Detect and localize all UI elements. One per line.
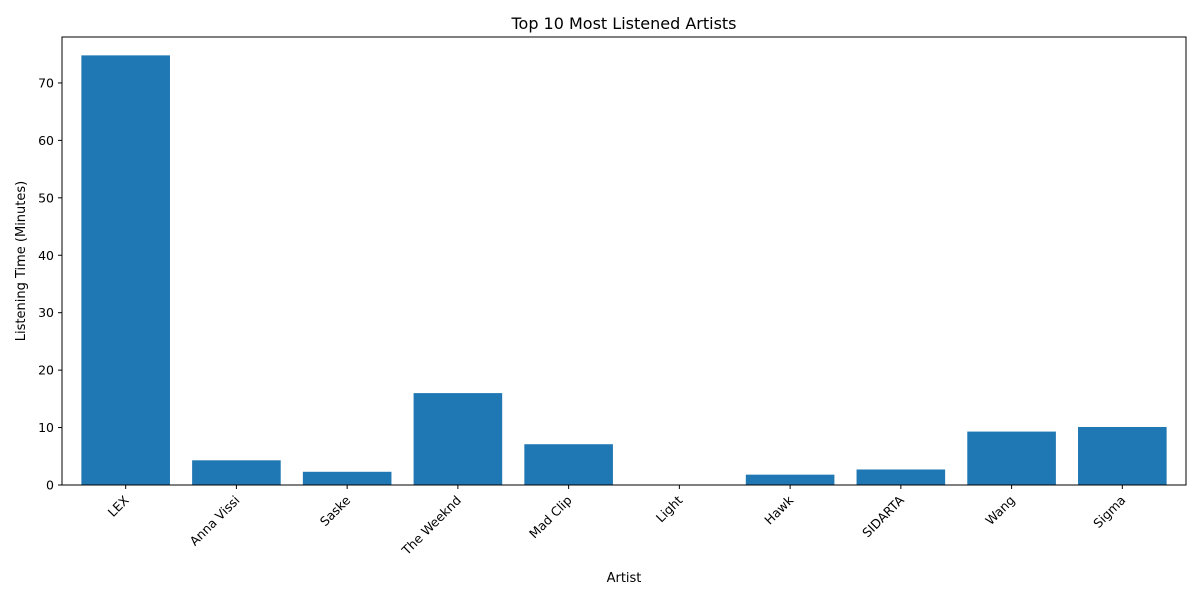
chart-title: Top 10 Most Listened Artists: [510, 14, 736, 33]
y-axis-label: Listening Time (Minutes): [14, 181, 29, 341]
bar-the-weeknd: [413, 393, 503, 485]
x-tick-label: Saske: [317, 492, 354, 529]
x-tick-label: The Weeknd: [398, 493, 464, 559]
y-axis: 0 10 20 30 40 50 60 70: [38, 75, 62, 493]
bars-group: [81, 55, 1167, 485]
y-tick-label: 0: [46, 478, 54, 493]
bar-anna-vissi: [192, 460, 281, 485]
bar-saske: [302, 471, 392, 485]
y-tick-label: 50: [38, 190, 54, 205]
x-axis: LEX Anna Vissi Saske The Weeknd Mad Clip Ligh…: [105, 485, 1128, 559]
x-tick-label: Hawk: [761, 492, 797, 528]
y-tick-label: 70: [38, 75, 54, 90]
x-tick-label: SIDARTA: [859, 492, 907, 540]
bar-sidarta: [856, 469, 946, 485]
x-tick-label: Mad Clip: [526, 492, 575, 541]
bar-mad-clip: [524, 444, 613, 485]
bar-hawk: [745, 474, 835, 485]
plot-frame: [61, 36, 1187, 486]
x-tick-label: Wang: [982, 493, 1017, 528]
bar-sigma: [1078, 426, 1167, 485]
bar-wang: [967, 431, 1056, 485]
x-tick-label: Anna Vissi: [186, 493, 242, 549]
y-tick-label: 30: [38, 305, 54, 320]
bar-lex: [81, 55, 170, 485]
y-tick-label: 10: [38, 420, 54, 435]
x-tick-label: Light: [653, 492, 686, 525]
x-axis-label: Artist: [607, 571, 642, 586]
x-tick-label: LEX: [105, 492, 132, 519]
y-tick-label: 60: [38, 133, 54, 148]
y-tick-label: 20: [38, 363, 54, 378]
y-tick-label: 40: [38, 248, 54, 263]
x-tick-label: Sigma: [1090, 493, 1128, 531]
